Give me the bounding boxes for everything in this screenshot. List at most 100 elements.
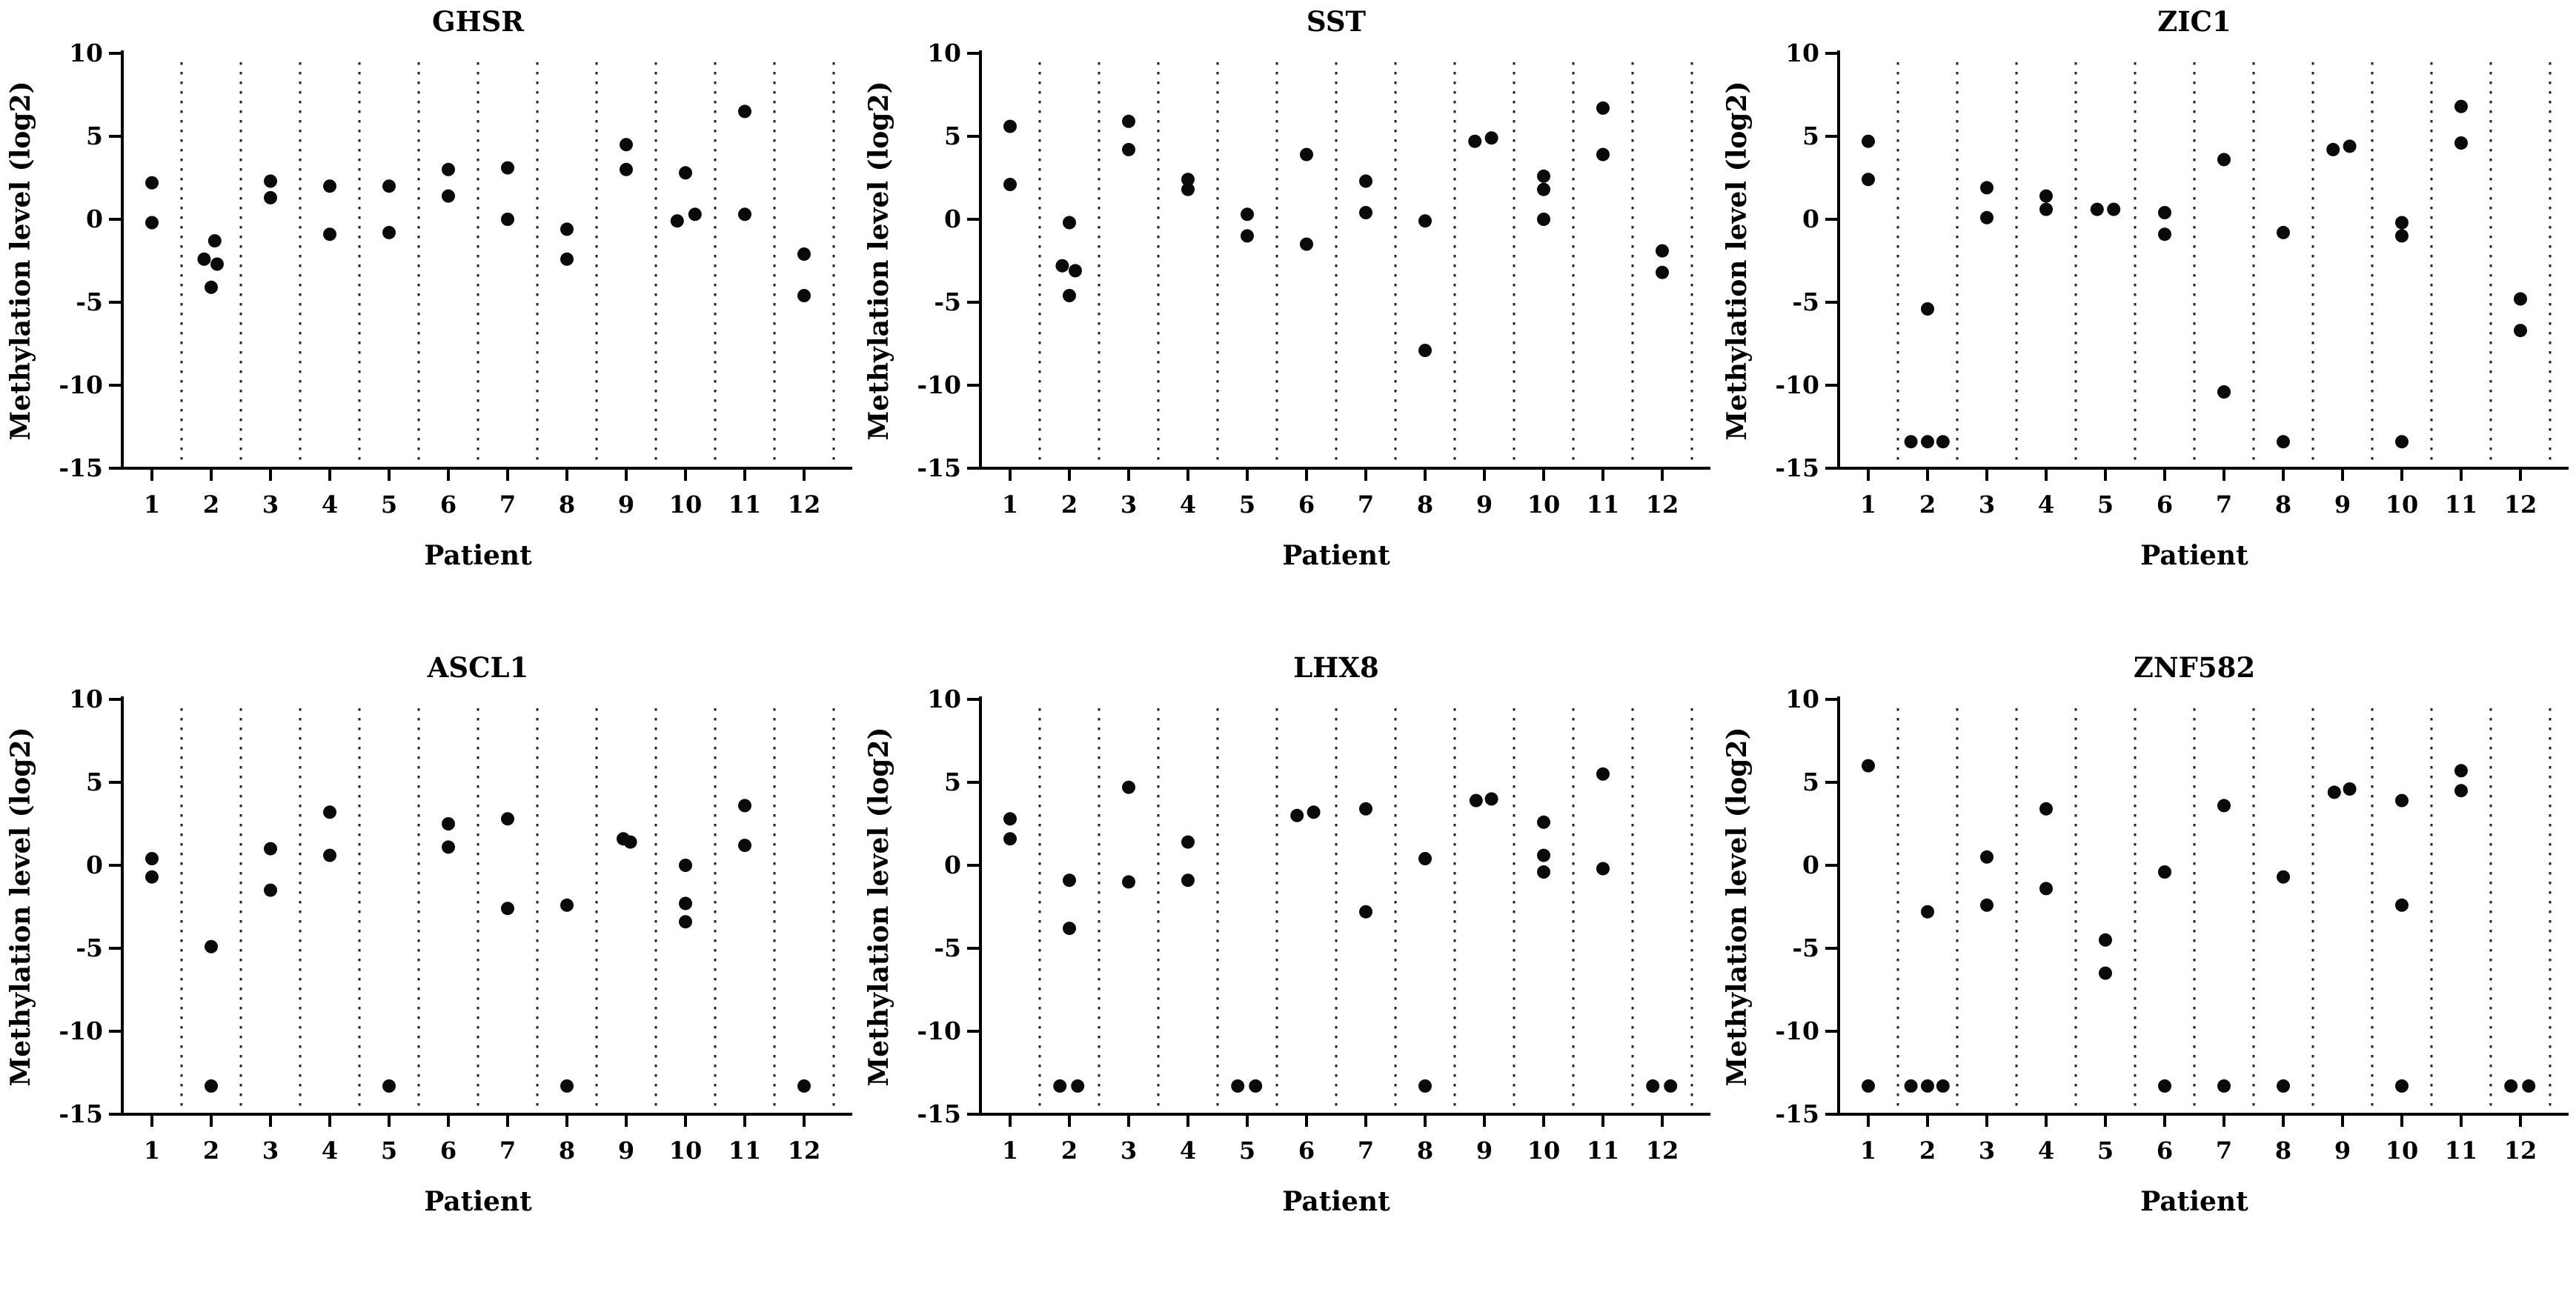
data-point — [442, 162, 455, 176]
data-point — [1063, 216, 1076, 230]
x-tick-label: 7 — [1358, 490, 1374, 519]
data-point — [2454, 784, 2468, 798]
data-point — [738, 207, 751, 222]
data-point — [2277, 1079, 2290, 1093]
y-tick-label: 5 — [86, 768, 103, 796]
x-tick-label: 11 — [728, 1136, 762, 1165]
data-point — [210, 257, 224, 271]
data-point — [1055, 259, 1069, 273]
data-point — [1537, 815, 1550, 829]
x-tick-label: 3 — [1979, 490, 1995, 519]
data-point — [1469, 793, 1483, 808]
data-point — [1980, 850, 1994, 864]
y-tick-label: -5 — [934, 287, 961, 316]
x-tick-label: 1 — [1860, 1136, 1876, 1165]
data-point — [1249, 1079, 1263, 1093]
data-point — [1359, 174, 1372, 188]
y-tick-label: -15 — [1775, 1099, 1819, 1128]
x-tick-label: 6 — [1298, 1136, 1315, 1165]
data-point — [1980, 181, 1994, 195]
chart-title: ZNF582 — [2134, 651, 2255, 684]
data-point — [2343, 782, 2357, 796]
x-tick-label: 4 — [2038, 1136, 2054, 1165]
data-point — [2327, 785, 2341, 799]
y-tick-label: -15 — [59, 453, 103, 482]
data-point — [145, 852, 159, 865]
data-point — [1359, 206, 1372, 219]
x-tick-label: 12 — [2504, 490, 2537, 519]
data-point — [264, 883, 277, 897]
data-point — [1003, 178, 1017, 191]
data-point — [205, 939, 218, 953]
data-point — [2395, 793, 2409, 808]
data-point — [738, 799, 751, 813]
data-point — [620, 162, 633, 176]
x-tick-label: 9 — [618, 490, 634, 519]
data-point — [1359, 802, 1372, 816]
subplot-lhx8: 10 5 0 -5 -10 -15 1 2 3 4 5 6 7 8 9 10 11 12 LHX8 Methylati… — [858, 649, 1716, 1246]
data-point — [679, 915, 692, 929]
x-tick-label: 11 — [1587, 1136, 1620, 1165]
data-point — [2158, 1079, 2171, 1093]
x-tick-label: 11 — [1587, 490, 1620, 519]
data-point — [2217, 385, 2231, 399]
x-tick-label: 3 — [1979, 1136, 1995, 1165]
data-point — [1053, 1079, 1067, 1093]
x-tick-label: 1 — [144, 490, 160, 519]
chart-title: GHSR — [432, 5, 524, 38]
data-point — [1862, 173, 1875, 187]
data-point — [1418, 214, 1432, 228]
x-axis-label: Patient — [2140, 1186, 2248, 1217]
data-point — [1359, 905, 1372, 919]
data-point — [1181, 835, 1195, 849]
data-point — [442, 189, 455, 203]
data-point — [797, 289, 811, 302]
x-tick-label: 8 — [559, 1136, 575, 1165]
data-point — [323, 179, 336, 193]
x-tick-label: 11 — [2445, 1136, 2478, 1165]
data-point — [323, 227, 336, 242]
data-point — [1418, 344, 1432, 357]
x-tick-label: 2 — [1061, 1136, 1078, 1165]
y-tick-label: 5 — [944, 121, 961, 150]
data-point — [1537, 213, 1550, 226]
x-tick-label: 5 — [381, 490, 397, 519]
x-tick-label: 9 — [1476, 1136, 1493, 1165]
x-tick-label: 6 — [2157, 1136, 2173, 1165]
data-point — [442, 817, 455, 830]
x-tick-label: 12 — [788, 490, 821, 519]
data-point — [2158, 206, 2171, 219]
data-point — [1122, 875, 1135, 889]
y-axis-label: Methylation level (log2) — [5, 81, 36, 440]
data-point — [1862, 759, 1875, 773]
y-tick-label: 10 — [927, 685, 961, 713]
data-point — [2395, 898, 2409, 912]
y-axis-label: Methylation level (log2) — [1722, 727, 1753, 1086]
data-point — [1484, 792, 1498, 806]
data-point — [2514, 324, 2527, 338]
data-point — [1980, 210, 1994, 224]
y-tick-label: 0 — [1802, 850, 1819, 879]
y-tick-label: 10 — [69, 685, 103, 713]
data-point — [623, 835, 637, 849]
data-point — [382, 1079, 396, 1093]
data-point — [501, 161, 514, 175]
data-point — [2039, 189, 2053, 203]
x-tick-label: 10 — [669, 490, 703, 519]
data-point — [1656, 265, 1669, 279]
data-point — [1596, 101, 1610, 115]
x-tick-label: 4 — [322, 490, 338, 519]
x-tick-label: 1 — [1002, 1136, 1018, 1165]
x-tick-label: 8 — [1417, 1136, 1433, 1165]
data-point — [2090, 202, 2104, 216]
data-point — [264, 190, 277, 204]
x-tick-label: 5 — [1239, 490, 1255, 519]
chart-title: ASCL1 — [427, 651, 529, 684]
x-tick-label: 12 — [2504, 1136, 2537, 1165]
x-tick-label: 12 — [1646, 1136, 1679, 1165]
data-point — [208, 234, 222, 248]
x-tick-label: 6 — [1298, 490, 1315, 519]
data-point — [145, 176, 159, 190]
subplot-ascl1: 10 5 0 -5 -10 -15 1 2 3 4 5 6 7 8 9 10 11 12 ASCL1 Methylat… — [0, 649, 858, 1246]
